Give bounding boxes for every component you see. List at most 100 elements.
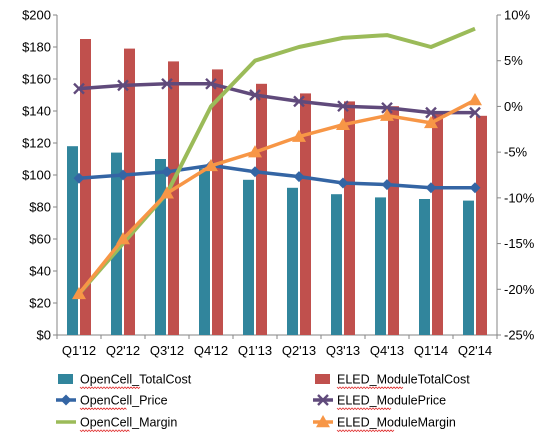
point-OpenCell_Price [161,166,173,178]
point-ELED_ModulePrice [205,77,217,90]
spellcheck-underline [336,386,404,390]
spellcheck-underline [79,386,141,390]
bar-OpenCell_TotalCost [419,199,430,335]
line-OpenCell_Price [78,163,475,190]
legend: OpenCell_TotalCost ELED_ModuleTotalCost Op… [56,373,470,433]
bar-ELED_ModuleTotalCost [80,39,91,335]
bar-ELED_ModuleTotalCost [124,48,135,335]
y-left-tick-label: $40 [29,264,51,279]
y-right-tick-label: 5% [504,53,523,68]
x-tick-label: Q2'12 [106,343,140,358]
legend-label: OpenCell_Price [80,394,168,408]
spellcheck-underline [79,407,127,411]
point-ELED_ModuleMargin [248,145,262,158]
y-right-tick-label: 0% [504,99,523,114]
y-left-tick-label: $100 [22,168,51,183]
y-left-tick-label: $160 [22,72,51,87]
legend-label: OpenCell_Margin [80,416,177,430]
point-OpenCell_Price [469,182,481,194]
bar-OpenCell_TotalCost [67,146,78,335]
legend-item-ELED_ModulePrice: ELED_ModulePrice [313,394,446,411]
bar-OpenCell_TotalCost [243,179,254,335]
point-OpenCell_Price [425,182,437,194]
x-tick-label: Q4'12 [194,343,228,358]
bar-ELED_ModuleTotalCost [476,115,487,335]
x-tick-label: Q1'12 [62,343,96,358]
legend-item-OpenCell_Margin: OpenCell_Margin [56,416,177,433]
point-ELED_ModuleMargin [336,117,350,130]
y-left-tick-label: $20 [29,296,51,311]
point-ELED_ModuleMargin [468,93,482,106]
y-right-tick-label: -5% [504,145,528,160]
bar-OpenCell_TotalCost [463,200,474,335]
point-OpenCell_Price [117,169,129,181]
bar-OpenCell_TotalCost [199,168,210,335]
legend-swatch [58,374,73,384]
bar-ELED_ModuleTotalCost [212,69,223,336]
x-tick-label: Q3'13 [326,343,360,358]
line-OpenCell_Margin [77,26,476,296]
point-ELED_ModulePrice [381,101,393,114]
bar-ELED_ModuleTotalCost [344,101,355,336]
y-left-tick-label: $0 [37,328,51,343]
x-tick-label: Q2'14 [458,343,492,358]
bar-OpenCell_TotalCost [375,197,386,335]
y-left-tick-label: $140 [22,104,51,119]
lines [72,26,482,300]
bar-OpenCell_TotalCost [331,194,342,335]
legend-label: ELED_ModulePrice [337,394,446,408]
point-OpenCell_Price [337,177,349,189]
y-left-tick-label: $180 [22,40,51,55]
point-ELED_ModuleMargin [72,286,86,300]
y-right-tick-label: -15% [504,236,535,251]
spellcheck-underline [79,429,130,433]
legend-label: ELED_ModuleMargin [337,416,456,430]
legend-item-OpenCell_Price: OpenCell_Price [56,394,168,411]
x-tick-label: Q4'13 [370,343,404,358]
legend-item-OpenCell_TotalCost: OpenCell_TotalCost [58,373,192,390]
line-ELED_ModulePrice [78,82,475,115]
y-left-tick-label: $120 [22,136,51,151]
point-ELED_ModulePrice [469,106,481,119]
x-tick-label: Q1'14 [414,343,448,358]
legend-marker [317,394,329,406]
point-ELED_ModuleMargin [380,108,394,121]
legend-swatch [315,374,330,384]
point-ELED_ModulePrice [249,89,261,101]
point-ELED_ModulePrice [425,106,437,119]
y-right-tick-label: -20% [504,282,535,297]
point-ELED_ModuleMargin [160,186,174,199]
point-ELED_ModuleMargin [204,158,218,172]
point-ELED_ModuleMargin [292,129,306,142]
spellcheck-underline [336,407,392,411]
x-tick-label: Q3'12 [150,343,184,358]
line-ELED_ModuleMargin [77,98,476,295]
point-OpenCell_Price [381,179,393,191]
x-tick-label: Q1'13 [238,343,272,358]
point-ELED_ModulePrice [161,77,173,90]
legend-label: OpenCell_TotalCost [80,373,192,387]
bar-ELED_ModuleTotalCost [388,106,399,335]
point-ELED_ModulePrice [293,95,305,108]
tick-labels: $0 $20 $40 $60 $80 $100 $120 $140 $160 $180 $200 -2… [22,8,535,359]
point-ELED_ModuleMargin [424,115,438,129]
point-ELED_ModuleMargin [116,232,130,245]
point-OpenCell_Price [293,171,305,183]
spellcheck-underline [336,429,395,433]
bar-ELED_ModuleTotalCost [300,93,311,336]
bar-ELED_ModuleTotalCost [256,83,267,335]
y-right-tick-label: -10% [504,190,535,205]
bar-OpenCell_TotalCost [155,159,166,335]
bar-OpenCell_TotalCost [287,187,298,335]
point-ELED_ModulePrice [337,100,349,113]
legend-marker [60,394,72,406]
point-OpenCell_Price [73,172,85,184]
point-ELED_ModulePrice [73,82,85,95]
point-OpenCell_Price [249,166,261,178]
legend-label: ELED_ModuleTotalCost [337,373,470,387]
x-tick-label: Q2'13 [282,343,316,358]
y-right-tick-label: 10% [504,8,530,23]
y-left-tick-label: $80 [29,200,51,215]
legend-item-ELED_ModuleTotalCost: ELED_ModuleTotalCost [315,373,470,390]
